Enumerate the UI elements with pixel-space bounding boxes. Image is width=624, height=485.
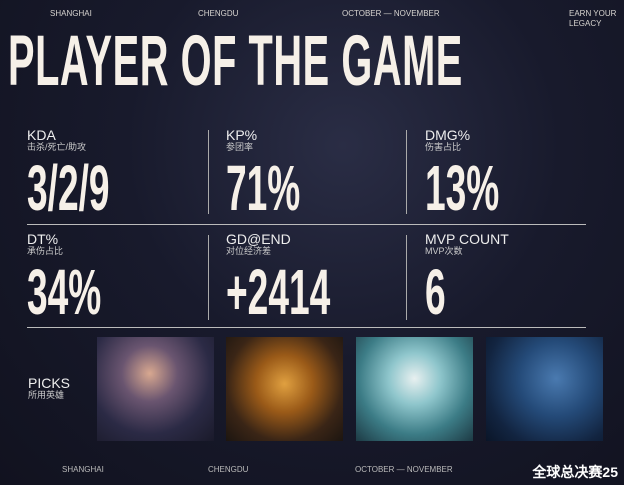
stat-label: MVP COUNT: [425, 231, 509, 247]
page-title: PLAYER OF THE GAME: [8, 22, 463, 101]
stat-value: 6: [425, 256, 446, 328]
stat-gd: GD@END 对位经济差 +2414: [226, 231, 406, 328]
stat-sublabel: MVP次数: [425, 246, 463, 256]
footer-dates: OCTOBER — NOVEMBER: [355, 465, 453, 474]
header-city-shanghai: SHANGHAI: [50, 9, 92, 18]
stat-label: KP%: [226, 127, 258, 143]
champion-portrait-3: [356, 337, 473, 441]
stat-value: 71%: [226, 152, 301, 224]
divider: [406, 130, 407, 214]
stat-label: DMG%: [425, 127, 471, 143]
stat-dt: DT% 承伤占比 34%: [27, 231, 155, 328]
divider: [27, 327, 586, 328]
header-dates: OCTOBER — NOVEMBER: [342, 9, 440, 18]
tagline-line-1: EARN YOUR: [569, 9, 617, 18]
stat-dmg: DMG% 伤害占比 13%: [425, 127, 553, 224]
divider: [208, 130, 209, 214]
stat-label: GD@END: [226, 231, 291, 247]
worlds-logo: 全球总决赛25: [532, 464, 618, 480]
stat-value: 3/2/9: [27, 152, 110, 224]
stat-sublabel: 对位经济差: [226, 246, 272, 256]
stat-label: KDA: [27, 127, 56, 143]
stat-label: DT%: [27, 231, 59, 247]
stat-sublabel: 参团率: [226, 142, 254, 152]
stat-value: +2414: [226, 256, 331, 328]
stat-value: 13%: [425, 152, 500, 224]
stat-sublabel: 击杀/死亡/助攻: [27, 142, 87, 152]
stat-sublabel: 承伤占比: [27, 246, 64, 256]
picks-title: PICKS: [28, 375, 71, 391]
picks-sublabel: 所用英雄: [28, 390, 65, 400]
stat-mvp: MVP COUNT MVP次数 6: [425, 231, 509, 328]
divider: [208, 235, 209, 320]
stat-kp: KP% 参团率 71%: [226, 127, 354, 224]
champion-portrait-2: [226, 337, 343, 441]
stat-kda: KDA 击杀/死亡/助攻 3/2/9: [27, 127, 169, 224]
champion-portrait-4: [486, 337, 603, 441]
footer-city-chengdu: CHENGDU: [208, 465, 249, 474]
header-tagline: EARN YOUR LEGACY: [569, 9, 616, 29]
stat-sublabel: 伤害占比: [425, 142, 462, 152]
tagline-line-2: LEGACY: [569, 19, 602, 28]
picks-label: PICKS 所用英雄: [28, 376, 70, 400]
divider: [27, 224, 586, 225]
footer-city-shanghai: SHANGHAI: [62, 465, 104, 474]
champion-portrait-1: [97, 337, 214, 441]
stat-value: 34%: [27, 256, 102, 328]
header-city-chengdu: CHENGDU: [198, 9, 239, 18]
divider: [406, 235, 407, 320]
